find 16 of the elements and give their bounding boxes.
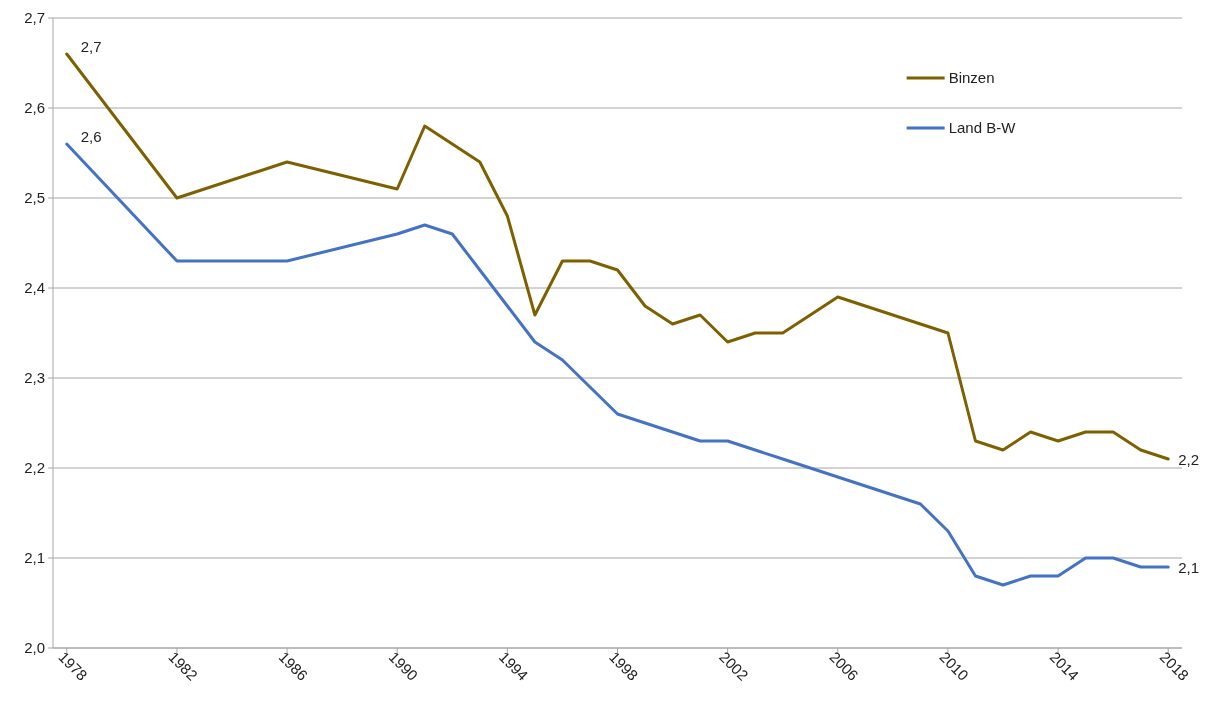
line-series xyxy=(65,142,1170,587)
y-tick-label: 2,5 xyxy=(24,189,45,207)
data-label: 2,7 xyxy=(80,38,102,55)
y-tick-label: 2,2 xyxy=(24,459,45,477)
data-label: 2,6 xyxy=(80,128,102,145)
legend-label: Binzen xyxy=(948,69,995,87)
y-tick-label: 2,1 xyxy=(24,549,45,567)
data-label: 2,1 xyxy=(1178,559,1200,576)
y-tick-label: 2,3 xyxy=(24,369,45,387)
data-label: 2,2 xyxy=(1178,451,1200,468)
legend-label: Land B-W xyxy=(948,119,1017,137)
y-tick-label: 2,4 xyxy=(24,279,45,297)
y-tick-label: 2,6 xyxy=(24,99,45,117)
y-tick-label: 2,0 xyxy=(24,639,45,657)
line-series xyxy=(65,52,1170,461)
y-tick-label: 2,7 xyxy=(24,9,45,27)
